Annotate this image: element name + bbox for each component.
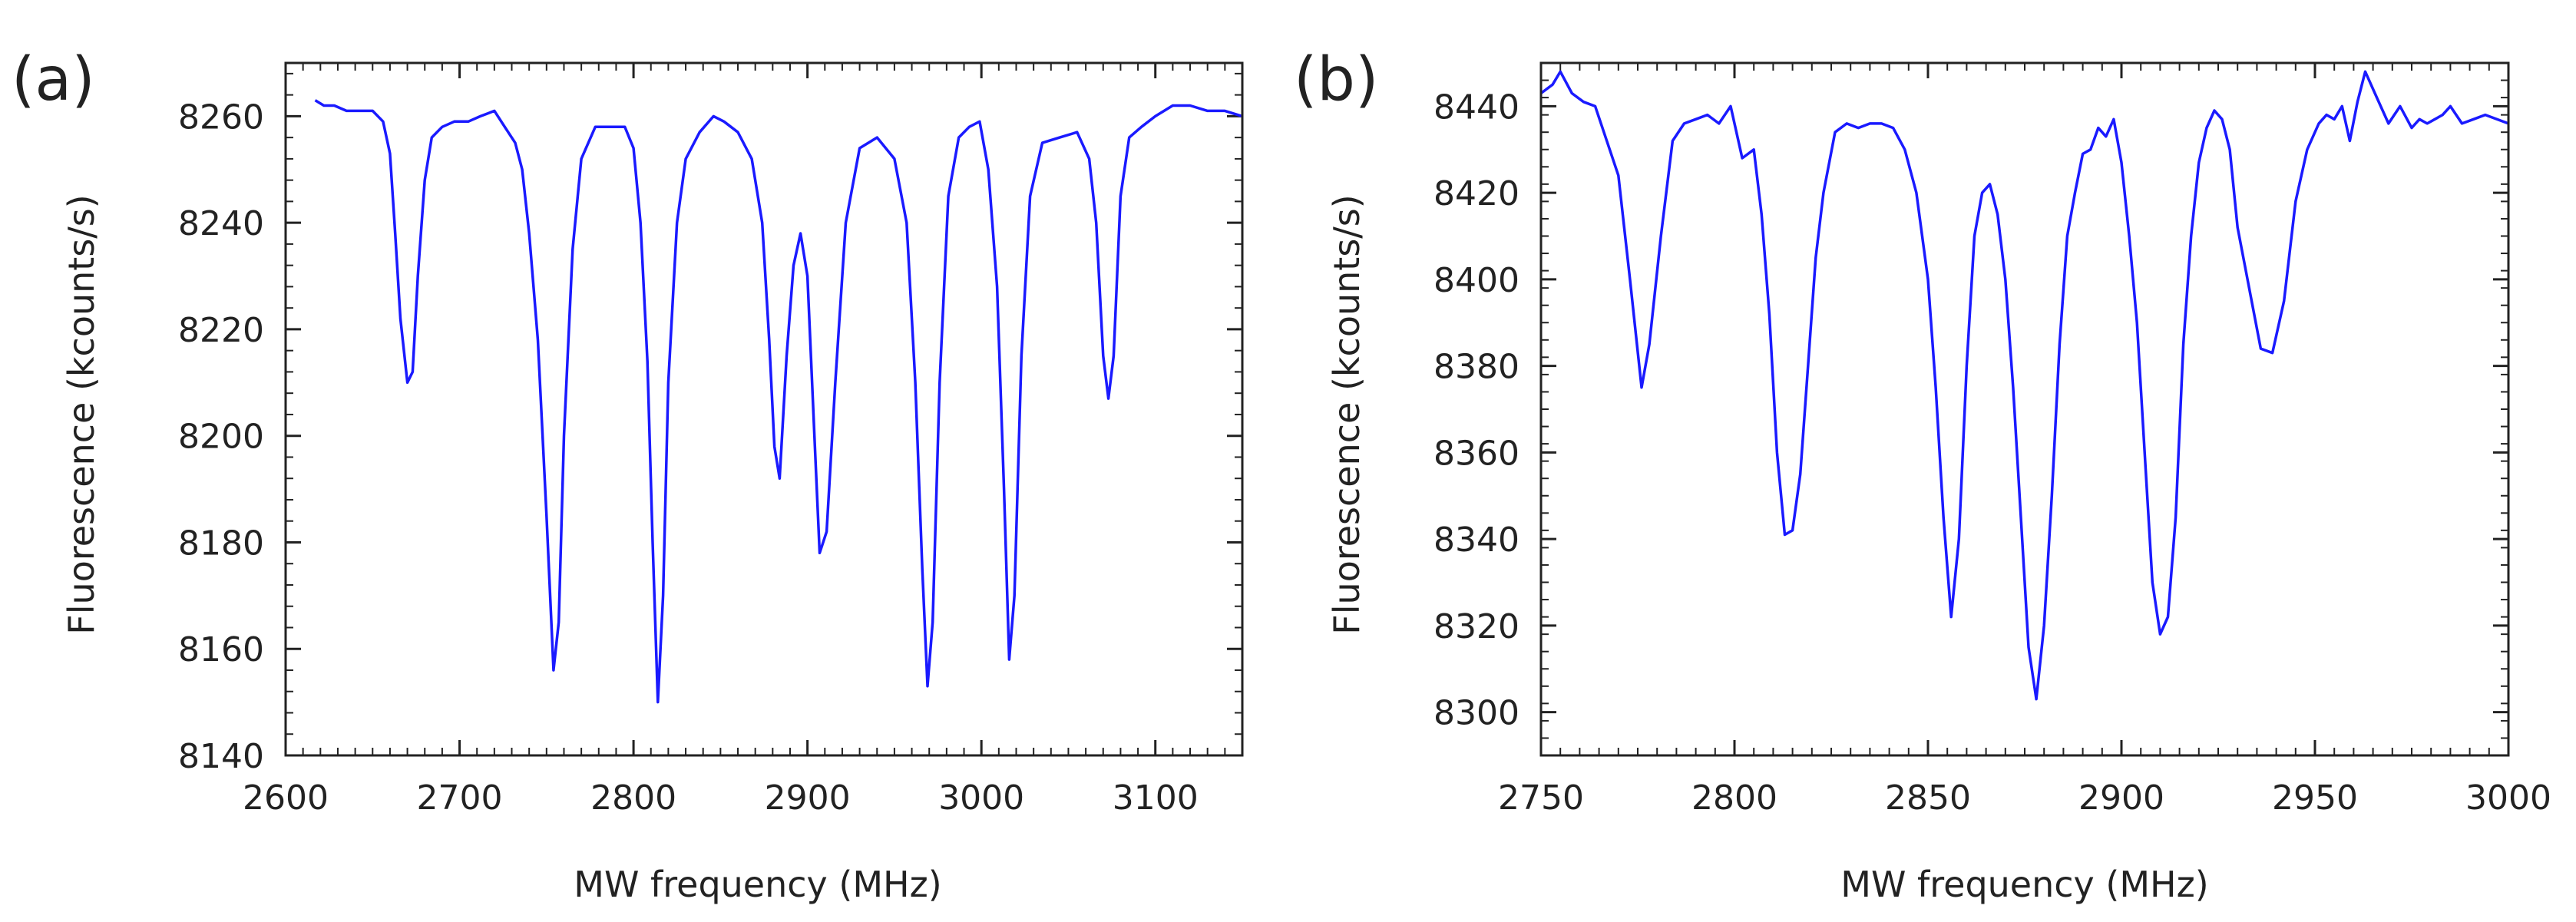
x-tick-label: 2900 [765, 778, 851, 818]
series-line-a [314, 99, 1243, 704]
y-tick-label: 8420 [1433, 174, 1519, 213]
panel-label-a: (a) [12, 45, 95, 114]
x-tick-label: 2900 [2078, 778, 2164, 818]
y-tick-label: 8380 [1433, 348, 1519, 387]
x-tick-label: 2850 [1885, 778, 1971, 818]
y-tick-label: 8360 [1433, 434, 1519, 473]
chart-panel-b: (b) 8300 8320 8340 8360 8380 8400 8420 8440 275… [1294, 45, 2551, 905]
y-tick-label: 8160 [178, 630, 264, 669]
y-tick-label: 8200 [178, 418, 264, 457]
x-tick-label: 3000 [938, 778, 1024, 818]
x-tick-label: 2950 [2272, 778, 2358, 818]
x-tick-label: 3000 [2465, 778, 2551, 818]
x-tick-label: 2600 [243, 778, 329, 818]
series-line-b [1539, 70, 2509, 701]
y-tick-label: 8320 [1433, 607, 1519, 646]
x-tick-label: 2800 [590, 778, 676, 818]
y-tick-label: 8240 [178, 204, 264, 243]
y-tick-label: 8180 [178, 524, 264, 563]
y-tick-label: 8220 [178, 311, 264, 350]
x-axis-label-b: MW frequency (MHz) [1840, 864, 2208, 905]
y-tick-label: 8260 [178, 97, 264, 137]
y-tick-label: 8300 [1433, 694, 1519, 733]
x-axis-label-a: MW frequency (MHz) [574, 864, 941, 905]
panel-label-b: (b) [1294, 45, 1378, 114]
chart-panel-a: (a) 8140 8160 8180 8200 8220 8240 8260 2600 270… [12, 45, 1244, 905]
y-tick-label: 8340 [1433, 520, 1519, 560]
x-tick-label: 2700 [417, 778, 503, 818]
x-tick-label: 3100 [1113, 778, 1199, 818]
y-axis-label-a: Fluorescence (kcounts/s) [61, 194, 102, 634]
y-tick-label: 8400 [1433, 261, 1519, 300]
plot-frame-b [1539, 61, 2510, 757]
y-tick-label: 8140 [178, 737, 264, 776]
y-tick-label: 8440 [1433, 88, 1519, 127]
x-tick-label: 2750 [1498, 778, 1584, 818]
x-tick-label: 2800 [1691, 778, 1777, 818]
y-axis-label-b: Fluorescence (kcounts/s) [1326, 194, 1367, 634]
plot-frame-a [284, 61, 1244, 757]
